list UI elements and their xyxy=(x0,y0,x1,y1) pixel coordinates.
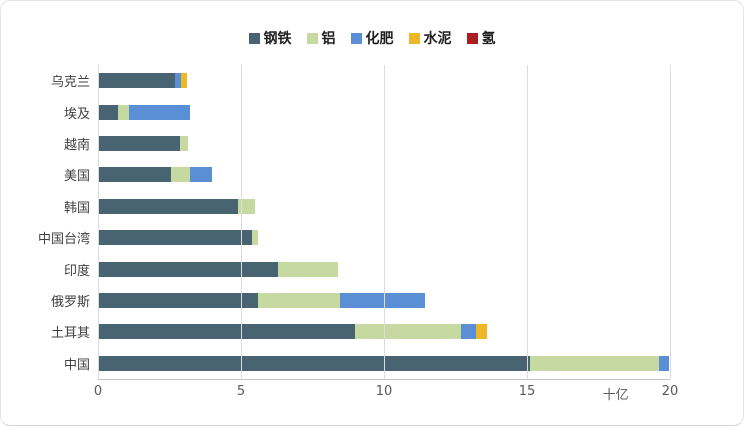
bar-segment-aluminum xyxy=(170,167,190,183)
legend-label-hydrogen: 氢 xyxy=(481,31,496,47)
bar-row xyxy=(98,128,670,159)
bar-track xyxy=(98,293,670,309)
x-tick-label-10: 10 xyxy=(375,384,393,399)
bar-segment-fertilizer xyxy=(658,355,669,371)
legend-swatch-cement-icon xyxy=(408,32,420,44)
legend-label-aluminum: 铝 xyxy=(321,31,336,47)
y-axis-category-labels: 乌克兰埃及越南美国韩国中国台湾印度俄罗斯土耳其中国 xyxy=(1,65,90,379)
x-tick-label-15: 15 xyxy=(518,384,536,399)
bar-track xyxy=(98,104,670,120)
x-tick-label-20: 20 xyxy=(661,384,679,399)
legend-label-fertilizer: 化肥 xyxy=(365,31,394,47)
category-label: 俄罗斯 xyxy=(50,295,90,311)
legend-swatch-aluminum-icon xyxy=(306,32,318,44)
bar-segment-cement xyxy=(475,324,487,340)
chart-legend: 钢铁 铝 化肥 水泥 氢 xyxy=(1,28,743,48)
bar-segment-aluminum xyxy=(278,261,339,277)
bar-segment-steel xyxy=(98,136,180,152)
bar-track xyxy=(98,230,670,246)
category-label: 越南 xyxy=(63,138,90,154)
legend-item-fertilizer: 化肥 xyxy=(350,28,394,48)
bar-row xyxy=(98,159,670,190)
bar-row xyxy=(98,191,670,222)
bar-row xyxy=(98,96,670,127)
bar-row xyxy=(98,348,670,379)
gridline-20 xyxy=(670,65,671,379)
category-label: 土耳其 xyxy=(50,326,90,342)
gridline-0 xyxy=(98,65,99,379)
x-axis-unit-label: 十亿 xyxy=(602,388,629,403)
bar-segment-steel xyxy=(98,73,176,89)
x-axis: 十亿 0 5 10 15 20 xyxy=(94,384,678,404)
bar-rows xyxy=(98,65,670,379)
bar-segment-fertilizer xyxy=(129,104,190,120)
legend-label-steel: 钢铁 xyxy=(263,31,292,47)
bar-segment-fertilizer xyxy=(339,293,426,309)
bar-segment-steel xyxy=(98,198,239,214)
gridline-5 xyxy=(241,65,242,379)
bar-track xyxy=(98,73,670,89)
bar-row xyxy=(98,222,670,253)
x-tick-label-5: 5 xyxy=(236,384,246,399)
gridline-15 xyxy=(527,65,528,379)
bar-row xyxy=(98,65,670,96)
bar-row xyxy=(98,316,670,347)
legend-swatch-hydrogen-icon xyxy=(466,32,478,44)
gridline-10 xyxy=(384,65,385,379)
bar-segment-aluminum xyxy=(258,293,340,309)
bar-row xyxy=(98,253,670,284)
bar-segment-steel xyxy=(98,324,356,340)
bar-track xyxy=(98,136,670,152)
legend-item-aluminum: 铝 xyxy=(306,28,336,48)
bar-segment-aluminum xyxy=(179,136,189,152)
bar-segment-cement xyxy=(180,73,187,89)
bar-segment-steel xyxy=(98,167,171,183)
bar-segment-steel xyxy=(98,104,119,120)
legend-swatch-fertilizer-icon xyxy=(350,32,362,44)
category-label: 中国 xyxy=(63,357,90,373)
bar-track xyxy=(98,324,670,340)
bar-track xyxy=(98,355,670,371)
bar-track xyxy=(98,261,670,277)
legend-swatch-steel-icon xyxy=(248,32,260,44)
bar-segment-aluminum xyxy=(355,324,462,340)
bar-segment-steel xyxy=(98,293,259,309)
x-tick-label-0: 0 xyxy=(93,384,103,399)
bar-segment-steel xyxy=(98,261,279,277)
bar-segment-aluminum xyxy=(238,198,256,214)
bar-segment-steel xyxy=(98,230,253,246)
bar-segment-aluminum xyxy=(252,230,259,246)
legend-item-hydrogen: 氢 xyxy=(466,28,496,48)
plot-area xyxy=(98,65,671,380)
legend-label-cement: 水泥 xyxy=(423,31,452,47)
category-label: 美国 xyxy=(63,169,90,185)
bar-segment-fertilizer xyxy=(175,73,181,89)
bar-track xyxy=(98,198,670,214)
legend-item-cement: 水泥 xyxy=(408,28,452,48)
category-label: 中国台湾 xyxy=(37,232,90,248)
category-label: 韩国 xyxy=(63,200,90,216)
category-label: 埃及 xyxy=(63,106,90,122)
legend-item-steel: 钢铁 xyxy=(248,28,292,48)
bar-segment-aluminum xyxy=(118,104,130,120)
bar-segment-aluminum xyxy=(529,355,659,371)
bar-row xyxy=(98,285,670,316)
bar-segment-fertilizer xyxy=(189,167,213,183)
bar-segment-steel xyxy=(98,355,530,371)
bar-segment-fertilizer xyxy=(461,324,476,340)
category-label: 印度 xyxy=(63,263,90,279)
bar-track xyxy=(98,167,670,183)
category-label: 乌克兰 xyxy=(50,75,90,91)
